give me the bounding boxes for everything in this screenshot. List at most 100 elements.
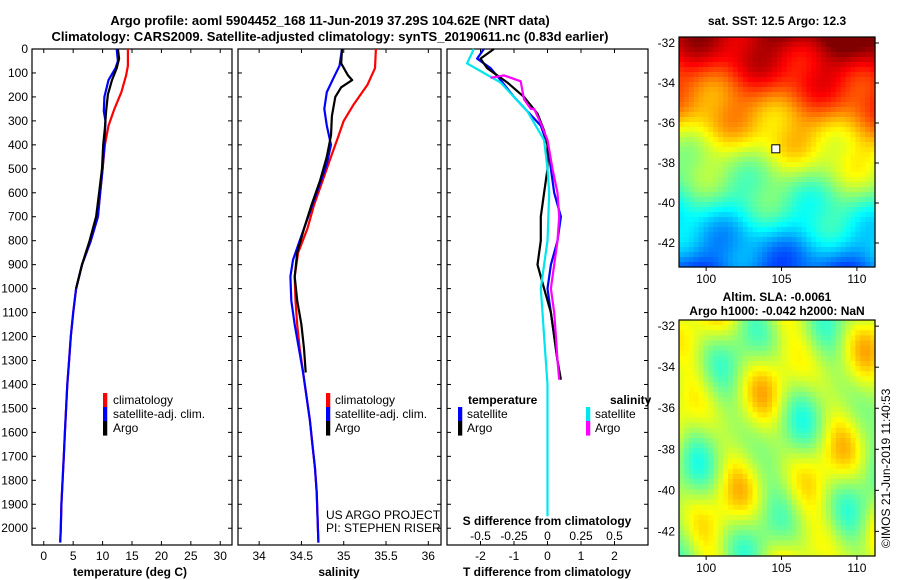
- map-cell: [713, 222, 719, 228]
- map-cell: [806, 137, 812, 143]
- map-cell: [801, 152, 807, 158]
- series-line-argo: [293, 48, 354, 373]
- map-cell: [830, 62, 837, 68]
- map-cell: [732, 422, 739, 429]
- map-cell: [845, 242, 852, 248]
- map-cell: [791, 242, 798, 248]
- credit-pi: PI: STEPHEN RISER: [326, 521, 441, 535]
- map-cell: [728, 422, 734, 429]
- legend-t-argo: Argo: [467, 421, 493, 435]
- map-cell: [811, 458, 817, 465]
- map-cell: [777, 47, 783, 53]
- map-cell: [830, 361, 837, 367]
- map-cell: [791, 520, 798, 526]
- map-cell: [683, 182, 690, 188]
- map-cell: [683, 202, 690, 208]
- map-cell: [713, 252, 719, 258]
- map-cell: [718, 62, 724, 68]
- map-cell: [821, 217, 827, 223]
- map-cell: [835, 257, 842, 263]
- map-cell: [870, 152, 876, 158]
- map-cell: [688, 494, 695, 501]
- map-cell: [796, 227, 803, 233]
- map-cell: [752, 402, 758, 408]
- map-cell: [777, 545, 783, 552]
- map-cell: [786, 132, 793, 138]
- map-cell: [845, 402, 852, 408]
- legend-s-argo: Argo: [595, 421, 621, 435]
- map-cell: [703, 468, 709, 475]
- map-cell: [679, 157, 685, 163]
- map-cell: [732, 207, 739, 213]
- map-cell: [728, 182, 734, 188]
- map-cell: [737, 545, 744, 552]
- map-cell: [762, 320, 768, 326]
- map-cell: [826, 187, 832, 193]
- map-cell: [693, 494, 700, 501]
- map-cell: [703, 494, 709, 501]
- map-cell: [845, 47, 852, 53]
- map-cell: [865, 499, 871, 506]
- map-cell: [688, 207, 695, 213]
- map-cell: [806, 107, 812, 113]
- s-difference-x-axis: -0.5 -0.25 0 0.25 0.5: [470, 529, 623, 543]
- map-cell: [860, 402, 866, 408]
- map-cell: [747, 468, 754, 475]
- map-cell: [693, 376, 700, 383]
- map-cell: [835, 42, 842, 48]
- map-cell: [703, 396, 709, 403]
- map-cell: [737, 227, 744, 233]
- map-cell: [742, 177, 749, 183]
- map-cell: [835, 550, 842, 557]
- map-cell: [830, 112, 837, 118]
- map-cell: [679, 320, 685, 326]
- map-cell: [767, 422, 773, 429]
- map-cell: [723, 137, 729, 143]
- map-cell: [698, 57, 705, 63]
- map-cell: [781, 448, 788, 454]
- map-cell: [791, 514, 798, 521]
- map-cell: [762, 376, 768, 383]
- map-cell: [781, 489, 788, 496]
- map-cell: [708, 402, 714, 408]
- map-cell: [757, 97, 763, 103]
- map-cell: [781, 509, 788, 516]
- map-cell: [806, 458, 812, 465]
- depth-tick-label: 1500: [1, 401, 28, 415]
- map-cell: [826, 550, 832, 557]
- map-cell: [772, 545, 778, 552]
- map-cell: [816, 335, 822, 342]
- map-cell: [796, 422, 803, 429]
- map-cell: [732, 443, 739, 449]
- map-cell: [693, 52, 700, 58]
- map-cell: [757, 77, 763, 83]
- map-cell: [821, 237, 827, 243]
- map-cell: [840, 540, 847, 547]
- map-cell: [840, 252, 847, 258]
- map-cell: [850, 232, 856, 238]
- map-cell: [777, 107, 783, 113]
- map-cell: [806, 202, 812, 208]
- map-cell: [713, 112, 719, 118]
- map-cell: [713, 142, 719, 148]
- map-cell: [737, 162, 744, 168]
- map-cell: [713, 458, 719, 465]
- map-cell: [679, 535, 685, 542]
- map-cell: [723, 350, 729, 357]
- map-cell: [860, 67, 866, 73]
- map-cell: [811, 112, 817, 118]
- map-cell: [816, 212, 822, 218]
- map-cell: [840, 345, 847, 352]
- map-cell: [683, 142, 690, 148]
- temperature-panel: 0100200300400500600700800900100011001200…: [1, 42, 233, 579]
- map-cell: [679, 122, 685, 128]
- map-cell: [860, 47, 866, 53]
- map-cell: [693, 57, 700, 63]
- map-cell: [698, 237, 705, 243]
- map-cell: [806, 330, 812, 336]
- map-cell: [781, 525, 788, 531]
- map-x-tick-label: 110: [847, 561, 866, 575]
- map-cell: [855, 422, 861, 429]
- map-cell: [850, 62, 856, 68]
- map-cell: [870, 67, 876, 73]
